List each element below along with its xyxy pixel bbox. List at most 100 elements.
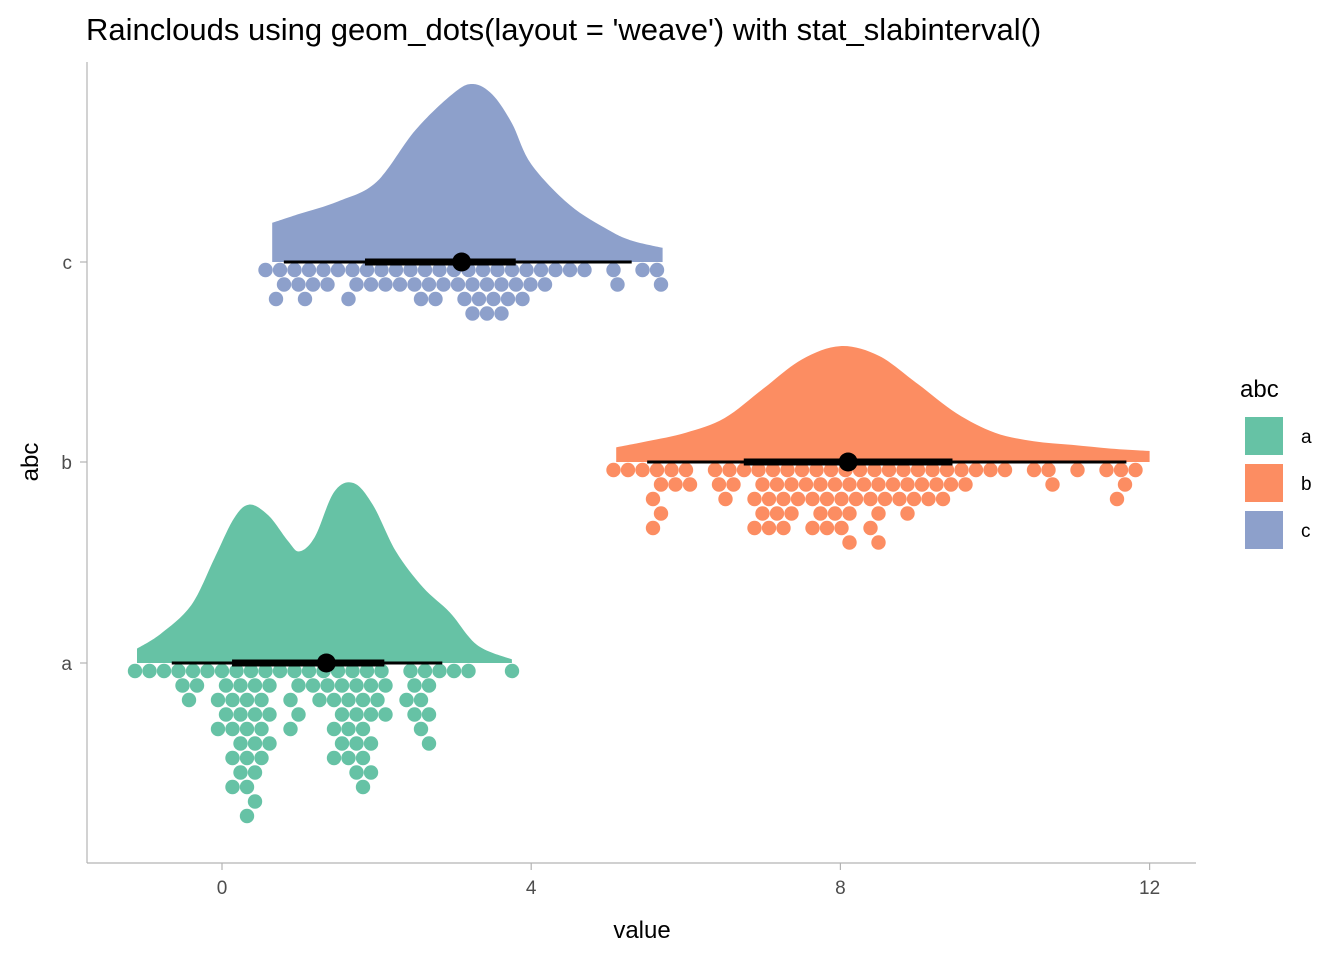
dot-b	[856, 477, 872, 492]
dot-c	[500, 291, 516, 307]
dot-a	[349, 678, 364, 693]
dot-a	[254, 692, 269, 708]
dot-a	[262, 707, 277, 722]
dot-c	[465, 306, 480, 321]
dot-a	[247, 678, 263, 693]
dot-c	[349, 277, 364, 292]
dot-b	[711, 477, 727, 492]
dot-a	[355, 692, 371, 708]
dot-a	[301, 663, 317, 679]
dot-a	[247, 736, 263, 751]
dot-c	[417, 262, 433, 278]
dot-a	[407, 707, 422, 722]
dot-c	[606, 262, 621, 278]
dot-c	[562, 262, 578, 278]
dot-a	[142, 663, 157, 679]
dot-b	[842, 535, 857, 550]
dot-a	[421, 736, 437, 751]
slab-c	[272, 83, 663, 262]
dot-a	[345, 663, 360, 679]
dot-c	[407, 277, 422, 292]
dot-b	[871, 477, 886, 492]
dot-b	[765, 462, 781, 478]
dot-a	[291, 678, 306, 693]
dot-c	[378, 277, 393, 292]
dot-a	[210, 692, 226, 708]
series-b	[606, 346, 1150, 550]
dot-a	[225, 692, 240, 708]
dot-c	[392, 277, 408, 292]
dot-b	[871, 535, 886, 550]
dot-c	[533, 262, 549, 278]
dot-b	[755, 477, 770, 492]
dot-b	[867, 462, 882, 478]
dot-c	[479, 277, 495, 292]
dot-b	[678, 462, 694, 478]
dot-a	[218, 678, 234, 693]
legend-key-c	[1245, 511, 1283, 549]
dot-a	[417, 663, 433, 679]
dot-c	[537, 277, 553, 292]
dot-c	[653, 277, 669, 292]
dot-a	[355, 721, 371, 737]
dot-b	[921, 491, 936, 507]
dot-b	[910, 462, 926, 478]
dot-a	[291, 707, 306, 722]
dot-b	[1070, 462, 1085, 478]
dot-a	[320, 678, 335, 693]
dot-a	[233, 707, 248, 722]
dot-b	[906, 491, 922, 507]
y-tick-label: c	[63, 253, 73, 274]
dot-a	[326, 750, 342, 766]
dot-a	[283, 721, 298, 737]
dot-b	[885, 477, 901, 492]
x-tick-label: 8	[835, 878, 846, 899]
dot-c	[305, 277, 321, 292]
dot-b	[769, 477, 785, 492]
legend-key-a	[1245, 417, 1283, 455]
dot-b	[914, 477, 930, 492]
dot-b	[892, 491, 907, 507]
dot-b	[736, 462, 752, 478]
dot-b	[798, 477, 814, 492]
dot-a	[446, 663, 462, 679]
dot-a	[181, 692, 197, 708]
dot-b	[751, 462, 766, 478]
dot-b	[761, 491, 777, 507]
dot-b	[900, 506, 915, 521]
dot-c	[359, 262, 375, 278]
series-a	[127, 482, 520, 824]
dot-a	[370, 692, 385, 708]
dot-b	[827, 506, 843, 521]
dot-a	[233, 736, 248, 751]
dot-b	[939, 462, 955, 478]
dot-b	[900, 477, 915, 492]
slab-a	[137, 482, 512, 663]
dot-a	[214, 663, 230, 679]
dot-b	[1109, 491, 1125, 507]
dot-a	[239, 750, 255, 766]
dot-b	[827, 477, 843, 492]
dot-a	[218, 707, 234, 722]
dot-a	[326, 692, 342, 708]
dot-a	[363, 678, 379, 693]
dot-b	[635, 462, 650, 478]
dot-a	[504, 663, 520, 679]
dot-b	[925, 462, 940, 478]
dot-b	[943, 477, 959, 492]
dot-a	[341, 721, 356, 737]
dot-c	[301, 262, 317, 278]
dot-b	[819, 491, 835, 507]
dot-a	[239, 692, 255, 708]
dot-c	[490, 262, 505, 278]
dot-a	[247, 794, 263, 809]
dot-a	[363, 707, 379, 722]
dot-b	[834, 491, 849, 507]
dot-b	[790, 491, 806, 507]
dot-b	[834, 520, 849, 536]
dot-a	[341, 750, 356, 766]
dot-c	[421, 277, 437, 292]
dot-a	[200, 663, 215, 679]
dot-a	[413, 721, 429, 737]
dot-b	[983, 462, 998, 478]
